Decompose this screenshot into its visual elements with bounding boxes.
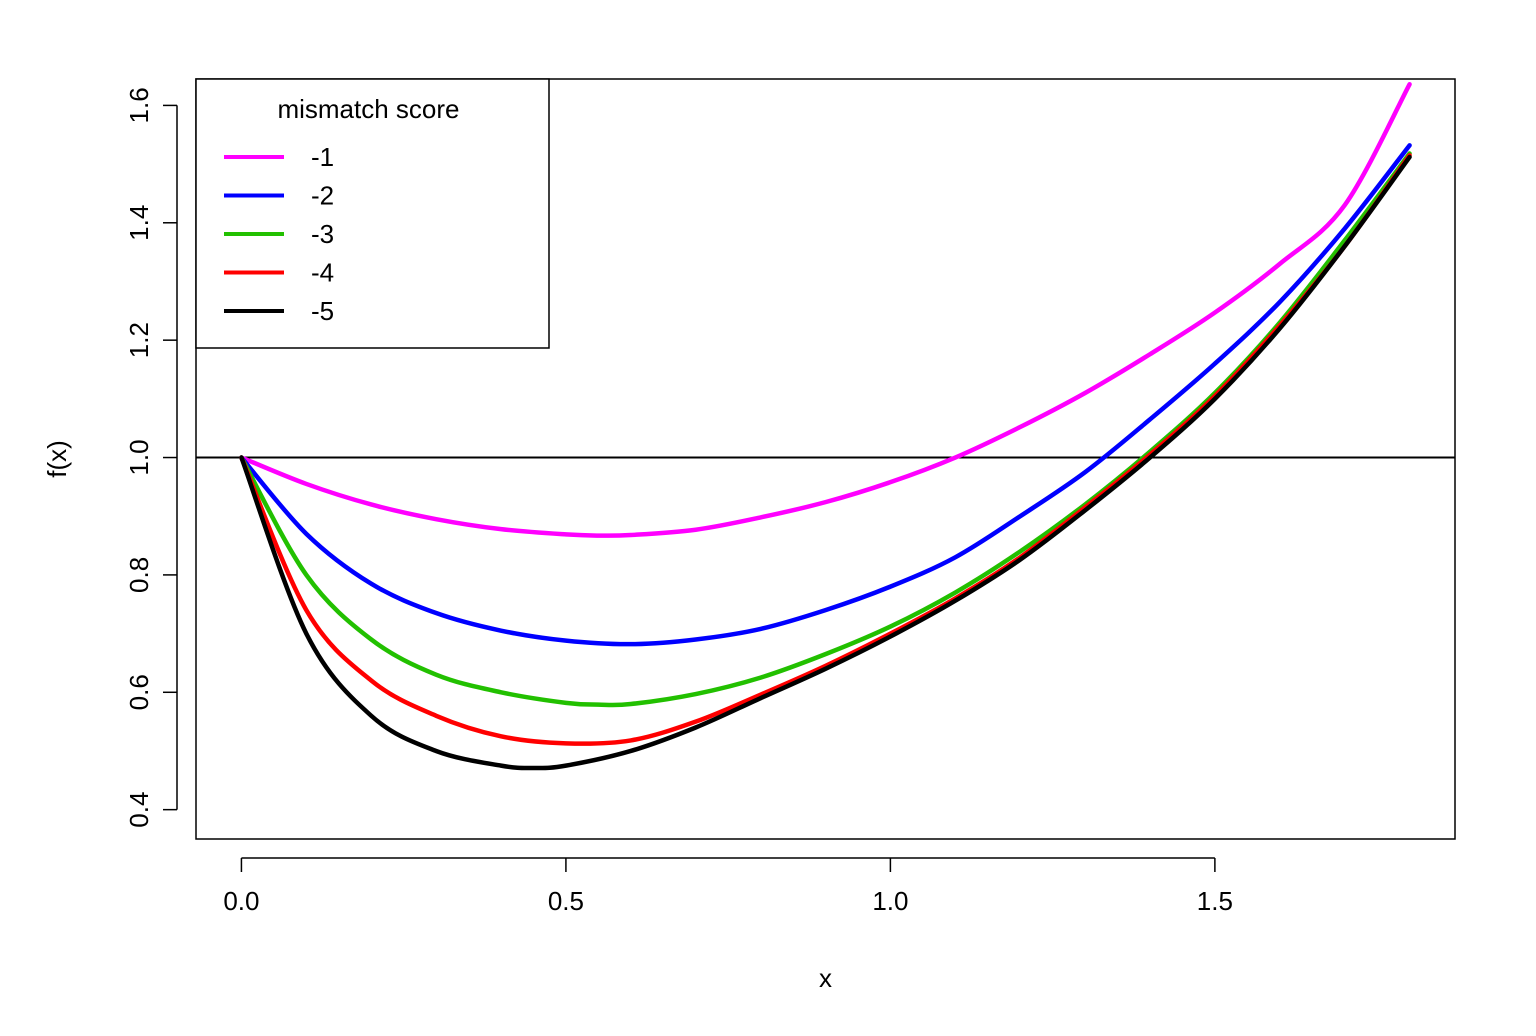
y-tick-label: 1.0 xyxy=(124,439,154,475)
legend-label: -2 xyxy=(311,181,334,211)
x-tick-label: 1.5 xyxy=(1197,886,1233,916)
series-line-5 xyxy=(239,154,1412,771)
y-tick-label: 0.8 xyxy=(124,557,154,593)
x-axis-title: x xyxy=(819,963,832,993)
plot-area xyxy=(196,82,1455,771)
series-line-2 xyxy=(239,143,1412,647)
x-tick-label: 0.0 xyxy=(223,886,259,916)
x-tick-label: 1.0 xyxy=(872,886,908,916)
y-tick-label: 1.6 xyxy=(124,87,154,123)
legend-label: -3 xyxy=(311,219,334,249)
legend: mismatch score -1 -2 -3 -4 -5 xyxy=(195,78,550,349)
y-tick-label: 1.2 xyxy=(124,322,154,358)
legend-label: -1 xyxy=(311,142,334,172)
y-axis-title: f(x) xyxy=(42,440,72,478)
legend-label: -4 xyxy=(311,258,334,288)
plot-frame xyxy=(195,78,1456,840)
series-line-1 xyxy=(239,82,1412,538)
y-tick-label: 1.4 xyxy=(124,205,154,241)
x-tick-label: 0.5 xyxy=(548,886,584,916)
y-axis: 0.4 0.6 0.8 1.0 1.2 1.4 1.6 xyxy=(124,87,178,828)
x-axis: 0.0 0.5 1.0 1.5 xyxy=(223,857,1233,916)
y-tick-label: 0.6 xyxy=(124,674,154,710)
legend-label: -5 xyxy=(311,296,334,326)
legend-box xyxy=(195,78,550,349)
y-tick-label: 0.4 xyxy=(124,792,154,828)
legend-title: mismatch score xyxy=(277,94,459,124)
